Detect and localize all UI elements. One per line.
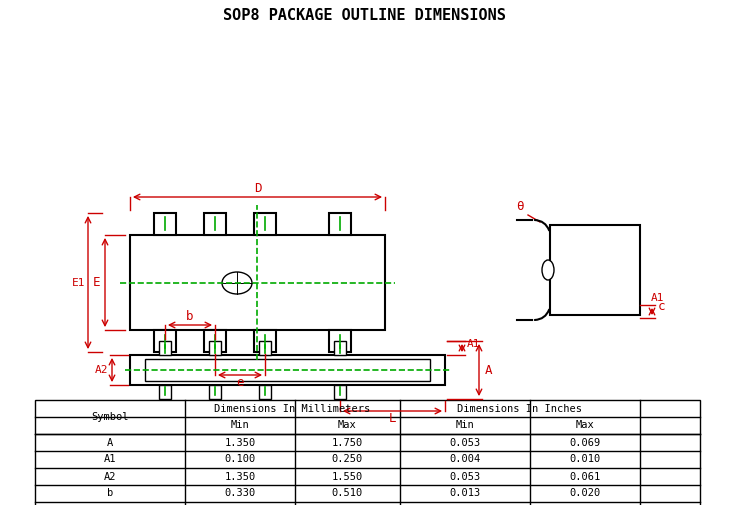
Text: A: A [107, 437, 113, 447]
Bar [159, 341, 171, 355]
Text: 0.069: 0.069 [569, 437, 601, 447]
Text: E1: E1 [72, 278, 86, 287]
Text: Max: Max [338, 421, 357, 430]
Text: A1: A1 [651, 293, 665, 303]
Text: 0.053: 0.053 [449, 472, 480, 481]
Bar [130, 235, 385, 330]
Bar [209, 385, 221, 399]
Text: 1.350: 1.350 [225, 472, 256, 481]
Text: 1.350: 1.350 [225, 437, 256, 447]
Text: Symbol: Symbol [91, 412, 129, 422]
Text: b: b [107, 488, 113, 498]
Bar [209, 341, 221, 355]
Text: 0.100: 0.100 [225, 454, 256, 465]
Bar [334, 341, 346, 355]
Text: A2: A2 [95, 365, 109, 375]
Text: A: A [486, 364, 493, 377]
Text: 0.020: 0.020 [569, 488, 601, 498]
Text: A1: A1 [467, 339, 480, 349]
Bar [254, 330, 276, 352]
Text: 0.061: 0.061 [569, 472, 601, 481]
Bar [154, 213, 176, 235]
Text: Dimensions In Millimeters: Dimensions In Millimeters [214, 403, 370, 414]
Bar [329, 330, 351, 352]
Text: b: b [186, 310, 194, 323]
Ellipse shape [542, 260, 554, 280]
Text: 1.750: 1.750 [332, 437, 363, 447]
Text: 0.053: 0.053 [449, 437, 480, 447]
Bar [35, 400, 700, 505]
Text: Max: Max [576, 421, 594, 430]
Bar [204, 330, 226, 352]
Bar [254, 213, 276, 235]
Text: θ: θ [516, 200, 523, 214]
Text: L: L [389, 413, 397, 426]
Bar [259, 385, 271, 399]
Text: E: E [93, 276, 101, 289]
Text: A2: A2 [104, 472, 116, 481]
Bar [145, 359, 430, 381]
Text: SOP8 PACKAGE OUTLINE DIMENSIONS: SOP8 PACKAGE OUTLINE DIMENSIONS [222, 8, 505, 23]
Text: Min: Min [230, 421, 249, 430]
Text: 0.510: 0.510 [332, 488, 363, 498]
Text: 0.330: 0.330 [225, 488, 256, 498]
Bar [130, 355, 445, 385]
Ellipse shape [222, 272, 252, 294]
Text: 1.550: 1.550 [332, 472, 363, 481]
Text: e: e [236, 377, 243, 389]
Bar [329, 213, 351, 235]
Text: A1: A1 [104, 454, 116, 465]
Bar [259, 341, 271, 355]
Text: c: c [658, 300, 666, 313]
Bar [550, 225, 640, 315]
Bar [204, 213, 226, 235]
Bar [154, 330, 176, 352]
Text: D: D [254, 182, 261, 195]
Text: 0.250: 0.250 [332, 454, 363, 465]
Bar [159, 385, 171, 399]
Text: Dimensions In Inches: Dimensions In Inches [458, 403, 582, 414]
Text: Min: Min [456, 421, 475, 430]
Bar [334, 385, 346, 399]
Text: 0.013: 0.013 [449, 488, 480, 498]
Text: 0.010: 0.010 [569, 454, 601, 465]
Text: 0.004: 0.004 [449, 454, 480, 465]
